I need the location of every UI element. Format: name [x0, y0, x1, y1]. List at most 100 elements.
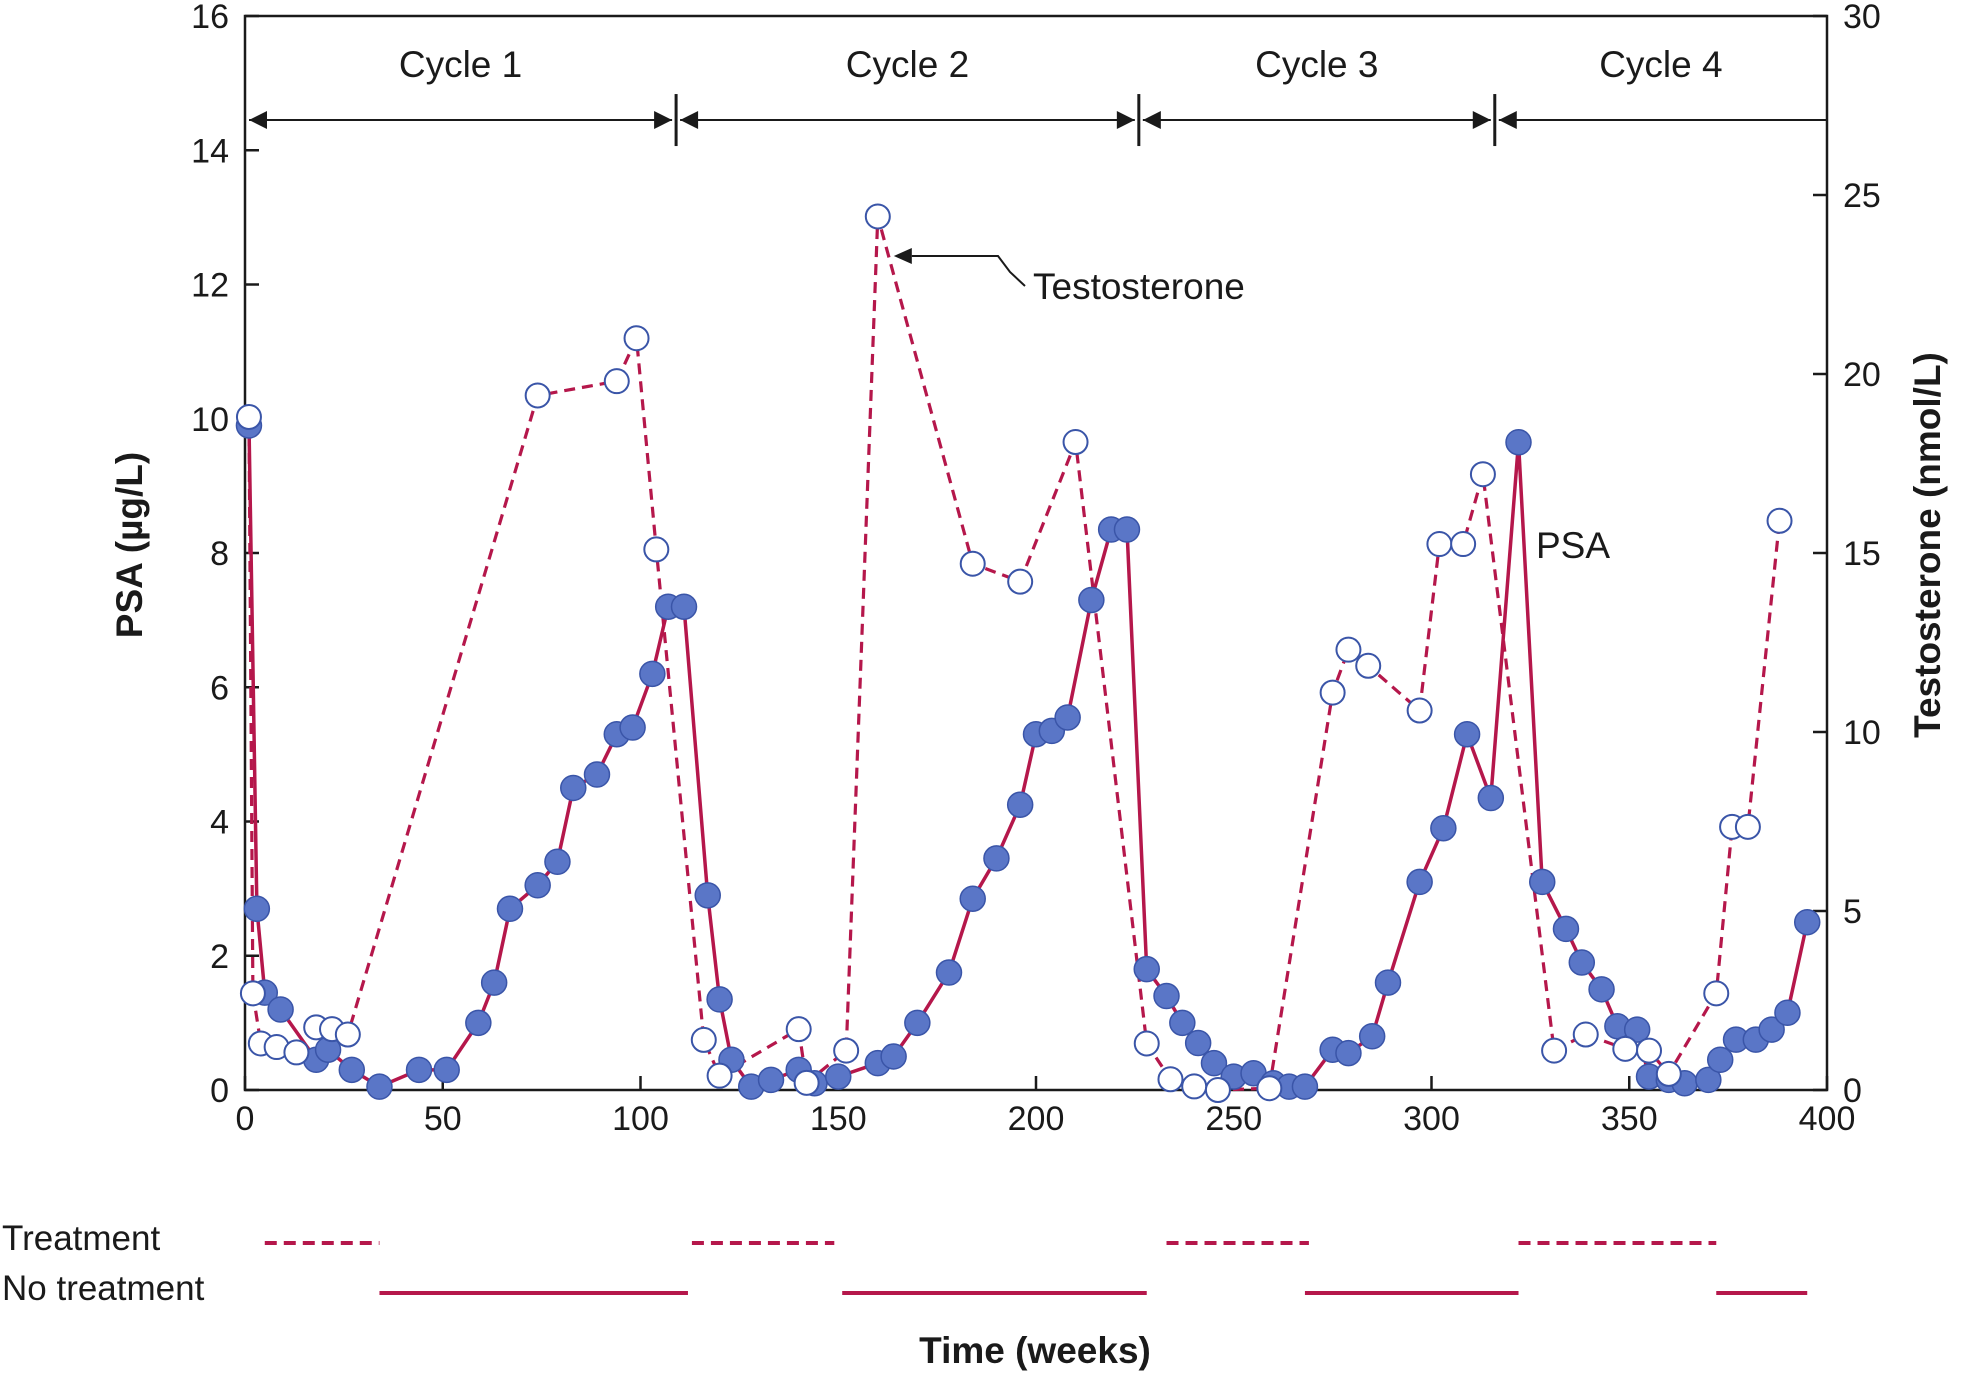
testosterone-data-point — [793, 1069, 820, 1096]
testosterone-data-point — [1133, 1030, 1160, 1057]
psa-data-point — [1706, 1046, 1734, 1074]
psa-data-point — [1291, 1073, 1319, 1100]
y-left-tick-label: 0 — [210, 1072, 229, 1110]
y-left-tick-label: 2 — [210, 938, 229, 976]
x-tick-label: 150 — [810, 1100, 867, 1138]
cycle-arrow-head-left — [1142, 111, 1161, 130]
psa-data-point — [1588, 976, 1615, 1003]
testosterone-annotation-leader — [911, 255, 1026, 287]
testosterone-data-point — [1469, 461, 1496, 488]
cycle-arrow-head-left — [249, 111, 267, 130]
testosterone-data-point — [785, 1016, 812, 1043]
cycle-arrow-head-left — [1498, 111, 1517, 130]
testosterone-data-point — [1734, 813, 1761, 840]
testosterone-data-point — [603, 368, 630, 395]
cycle-arrow-head-right — [1472, 111, 1491, 130]
y-right-tick-label: 5 — [1843, 893, 1862, 931]
treatment-legend — [264, 1241, 1808, 1295]
cycle-arrow-head-right — [654, 111, 673, 130]
psa-data-point — [433, 1056, 460, 1084]
testosterone-data-point — [1450, 531, 1477, 558]
psa-data-point — [1568, 949, 1596, 976]
x-axis-title: Time (weeks) — [919, 1330, 1151, 1371]
psa-data-point — [1006, 791, 1034, 818]
testosterone-data-point — [1703, 980, 1730, 1007]
cycle-label: Cycle 2 — [846, 44, 969, 85]
psa-data-point — [1374, 969, 1402, 996]
psa-data-point — [338, 1056, 366, 1084]
psa-data-point — [959, 885, 986, 912]
psa-data-point — [1406, 868, 1433, 896]
x-tick-label: 400 — [1799, 1100, 1856, 1138]
cycle-label: Cycle 1 — [399, 44, 522, 85]
plot-frame: 0 50 100 150 200 250 300 350 4000246810121416051… — [191, 0, 1881, 1138]
testosterone-data-point — [1655, 1060, 1682, 1087]
psa-data-point — [1758, 1016, 1785, 1043]
testosterone-data-point — [959, 550, 986, 577]
testosterone-data-point — [864, 203, 891, 230]
psa-data-point — [904, 1009, 931, 1037]
cycle-arrow-head-left — [680, 111, 699, 130]
testosterone-data-point — [1406, 697, 1433, 724]
y-left-tick-label: 4 — [210, 804, 229, 842]
psa-data-point — [1358, 1023, 1386, 1050]
x-tick-label: 0 — [236, 1100, 255, 1138]
y-left-tick-label: 10 — [191, 401, 229, 439]
testosterone-data-point — [1319, 679, 1346, 706]
testosterone-data-point — [1256, 1075, 1283, 1102]
cycle-arrow-head-right — [1116, 111, 1135, 130]
testosterone-data-point — [1541, 1037, 1568, 1064]
psa-data-point — [1153, 982, 1180, 1010]
series-group — [235, 203, 1821, 1103]
psa-data-point — [1113, 516, 1141, 543]
psa-data-point — [544, 848, 571, 876]
psa-data-point — [496, 895, 524, 923]
testosterone-data-point — [1766, 507, 1793, 534]
psa-data-point — [1335, 1039, 1362, 1067]
psa-data-point — [1453, 720, 1481, 748]
x-tick-label: 250 — [1205, 1100, 1262, 1138]
testosterone-data-point — [1636, 1037, 1663, 1064]
psa-data-point — [880, 1043, 907, 1070]
testosterone-data-point — [706, 1062, 733, 1089]
testosterone-data-point — [1181, 1073, 1208, 1100]
testosterone-series-line — [247, 214, 1782, 1092]
psa-data-point — [706, 986, 733, 1013]
testosterone-data-point — [1204, 1077, 1231, 1103]
cycle-bracket-group: Cycle 1 Cycle 2 Cycle 3 Cycle 4 — [249, 44, 1827, 147]
testosterone-annotation-label: Testosterone — [1033, 266, 1245, 307]
psa-data-point — [524, 872, 551, 899]
y-left-tick-label: 16 — [191, 0, 229, 36]
testosterone-data-point — [643, 536, 670, 563]
testosterone-data-point — [334, 1021, 361, 1048]
testosterone-data-point — [1572, 1021, 1599, 1048]
annotation-group — [893, 248, 1026, 287]
psa-data-point — [1133, 955, 1160, 983]
testosterone-data-point — [623, 325, 650, 352]
testosterone-data-point — [283, 1039, 310, 1066]
testosterone-data-point — [235, 403, 262, 430]
testosterone-data-point — [833, 1037, 860, 1064]
testosterone-data-point — [690, 1026, 717, 1053]
y-right-tick-label: 30 — [1843, 0, 1881, 36]
y-left-tick-label: 8 — [210, 535, 229, 573]
psa-data-point — [1169, 1009, 1196, 1037]
y-axis-right-title: Testosterone (nmol/L) — [1907, 352, 1948, 738]
psa-data-point — [1528, 868, 1556, 896]
psa-data-point — [1695, 1066, 1722, 1094]
psa-data-point — [1477, 784, 1505, 812]
y-right-tick-label: 20 — [1843, 356, 1881, 394]
y-left-tick-label: 6 — [210, 669, 229, 707]
psa-annotation-label: PSA — [1536, 525, 1610, 566]
testosterone-data-point — [1612, 1035, 1639, 1062]
psa-data-point — [267, 996, 294, 1023]
y-right-tick-label: 0 — [1843, 1072, 1862, 1110]
psa-data-point — [694, 882, 721, 909]
psa-data-point — [619, 714, 646, 741]
y-left-tick-label: 12 — [191, 267, 229, 305]
psa-data-point — [639, 660, 666, 688]
psa-data-point — [243, 895, 271, 923]
psa-data-point — [1200, 1049, 1228, 1077]
y-axis-left-title: PSA (µg/L) — [109, 452, 150, 638]
